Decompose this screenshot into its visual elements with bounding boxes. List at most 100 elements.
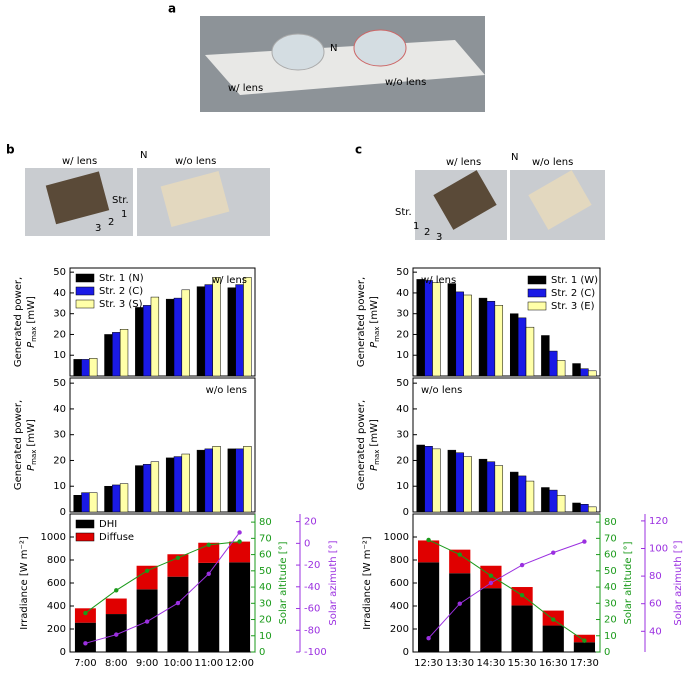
photo-text: 2 [108, 217, 114, 228]
y-axis-label: Pmax [mW] [26, 419, 38, 471]
y3-tick-label: -80 [304, 625, 320, 636]
y-tick-label: 0 [60, 507, 66, 518]
photo-text: 3 [436, 232, 442, 243]
legend-swatch [75, 299, 95, 309]
panel-label: b [6, 143, 15, 157]
photo-text: N [330, 43, 337, 54]
y-tick-label: 20 [396, 455, 409, 466]
y-tick-label: 200 [47, 624, 66, 635]
bar [494, 305, 504, 377]
bar [227, 448, 236, 513]
line-marker [144, 619, 150, 624]
y-tick-label: 50 [396, 378, 409, 389]
bar [556, 360, 566, 377]
y-tick-label: 800 [47, 555, 66, 566]
plot-frame [69, 377, 256, 513]
legend-swatch [527, 275, 547, 285]
y2-axis-label: Solar altitude [°] [278, 541, 289, 624]
x-tick-label: 9:00 [136, 658, 158, 669]
photo-text: Str. [395, 207, 412, 218]
bar [173, 297, 183, 377]
bar [509, 471, 519, 513]
y2-tick-label: 80 [259, 517, 272, 528]
bar-segment [573, 642, 596, 652]
bar-segment [136, 565, 158, 590]
y3-tick-label: -60 [304, 604, 320, 615]
line-marker [457, 601, 462, 606]
bar [112, 484, 121, 513]
bar [572, 502, 581, 513]
line-marker [551, 550, 556, 555]
y2-tick-label: 40 [604, 582, 617, 593]
y-axis-label: Irradiance [W m⁻²] [362, 536, 373, 630]
y2-tick-label: 0 [604, 647, 610, 658]
bar [556, 495, 566, 513]
bar [517, 475, 527, 513]
y2-tick-label: 20 [259, 615, 272, 626]
y-tick-label: 200 [390, 624, 409, 635]
bar [494, 465, 504, 513]
y-tick-label: 40 [396, 288, 409, 299]
legend-label: Str. 3 (S) [99, 299, 143, 310]
y-tick-label: 10 [396, 481, 409, 492]
x-tick-label: 13:30 [445, 658, 474, 669]
legend-label: Str. 2 (C) [551, 288, 595, 299]
bar [416, 444, 425, 513]
bar [196, 286, 206, 377]
y-tick-label: 40 [53, 288, 66, 299]
legend-swatch [527, 288, 547, 298]
bar [227, 287, 236, 377]
y3-axis-label: Solar azimuth [°] [673, 540, 684, 625]
y3-tick-label: 40 [649, 626, 662, 637]
bar [243, 446, 252, 513]
y2-tick-label: 70 [259, 533, 272, 544]
y2-tick-label: 50 [259, 566, 272, 577]
y-tick-label: 30 [53, 430, 66, 441]
bar-segment [449, 573, 471, 652]
bar-segment [105, 598, 127, 615]
y-axis-label: Generated power, [13, 277, 24, 367]
bar [165, 457, 175, 513]
y2-tick-label: 30 [259, 598, 272, 609]
legend-label: Str. 1 (W) [551, 275, 598, 286]
legend-label: Str. 2 (C) [99, 286, 143, 297]
bar [424, 280, 433, 377]
y-tick-label: 600 [47, 578, 66, 589]
line-marker [551, 617, 556, 622]
bar [112, 332, 121, 377]
y3-tick-label: 80 [649, 571, 662, 582]
photo-text: w/o lens [385, 77, 426, 88]
y-tick-label: 10 [53, 350, 66, 361]
line-marker [426, 636, 431, 641]
line-marker [237, 539, 242, 544]
bar [235, 284, 244, 377]
y-label-subscript: max [373, 450, 381, 465]
y2-tick-label: 10 [604, 631, 617, 642]
y2-tick-label: 50 [604, 566, 617, 577]
y2-tick-label: 70 [604, 533, 617, 544]
y-tick-label: 0 [403, 647, 409, 658]
y-axis-label: Generated power, [13, 400, 24, 490]
bar [212, 277, 221, 377]
photo-text: 1 [121, 209, 127, 220]
bar-segment [229, 562, 251, 652]
y2-tick-label: 60 [604, 550, 617, 561]
bar [486, 461, 496, 513]
y-label-symbol: P [26, 341, 37, 348]
line-marker [457, 552, 462, 557]
y-tick-label: 400 [390, 601, 409, 612]
x-tick-label: 7:00 [74, 658, 96, 669]
bar [173, 456, 183, 513]
line-marker [237, 530, 242, 535]
annotation: w/o lens [421, 385, 462, 396]
bar [89, 358, 98, 377]
bar [478, 458, 488, 513]
bar [212, 446, 221, 513]
photo-c: w/ lens N w/o lens Str. 1 2 3 [395, 152, 605, 243]
line-marker [519, 562, 525, 568]
y-label-subscript: max [30, 450, 38, 465]
photo-text: 1 [413, 221, 419, 232]
y-tick-label: 800 [390, 555, 409, 566]
bar [135, 307, 144, 377]
dome [353, 29, 407, 67]
